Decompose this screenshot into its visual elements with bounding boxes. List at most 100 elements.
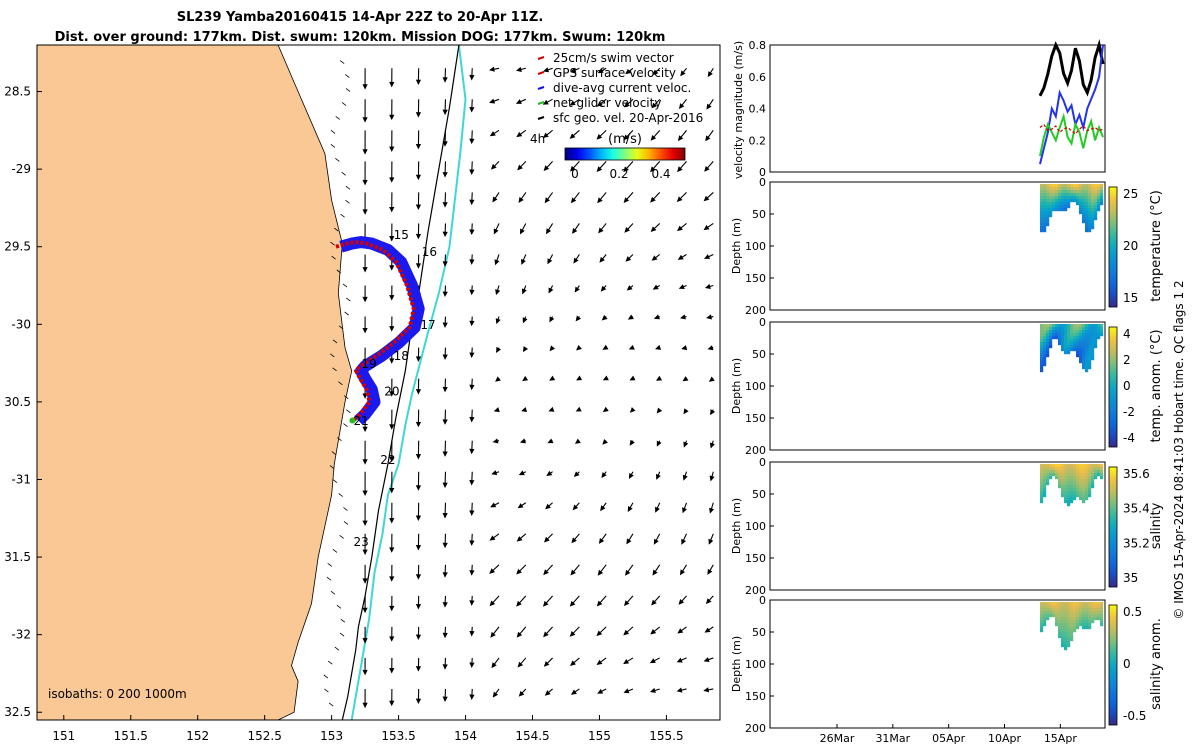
data-cell: [1091, 611, 1095, 615]
data-cell: [1067, 342, 1071, 346]
data-cell: [1055, 620, 1059, 624]
velocity-arrowhead: [678, 598, 685, 605]
coast-wiggle: [338, 325, 344, 330]
data-cell: [1085, 208, 1089, 212]
data-cell: [1082, 354, 1086, 358]
velocity-arrowhead: [703, 687, 710, 693]
velocity-arrowhead: [652, 284, 659, 290]
data-cell: [1043, 187, 1047, 191]
data-cell: [1082, 196, 1086, 200]
data-cell: [1070, 196, 1074, 200]
velocity-arrowhead: [682, 376, 689, 382]
velocity-arrowhead: [575, 315, 582, 322]
velocity-arrowhead: [655, 473, 661, 480]
data-cell: [1097, 336, 1101, 340]
data-cell: [1079, 488, 1083, 492]
velocity-arrowhead: [570, 569, 576, 576]
data-cell: [1085, 226, 1089, 230]
data-cell: [1067, 635, 1071, 639]
velocity-arrowhead: [680, 314, 686, 320]
data-cell: [1070, 479, 1074, 483]
day-marker-label: 20: [384, 385, 399, 399]
velocity-arrowhead: [442, 291, 448, 298]
velocity-panel: 0.8 0.6 0.4 0.2 0 velocity magnitude (m/s): [732, 39, 1106, 179]
colorbar-tick-label: 4: [1123, 327, 1131, 341]
colorbar-tick-label: 15: [1123, 291, 1138, 305]
data-cell: [1070, 611, 1074, 615]
velocity-arrowhead: [549, 316, 555, 323]
velocity-arrowhead: [676, 657, 683, 663]
velocity-arrowhead: [596, 630, 603, 637]
velocity-arrowhead: [682, 474, 688, 481]
data-cell: [1085, 324, 1089, 328]
data-cell: [1088, 626, 1092, 630]
data-cell: [1097, 190, 1101, 194]
data-cell: [1091, 339, 1095, 343]
velocity-arrowhead: [521, 258, 526, 265]
data-cell: [1067, 482, 1071, 486]
data-cell: [1061, 208, 1065, 212]
data-cell: [1043, 479, 1047, 483]
data-cell: [1043, 485, 1047, 489]
data-cell: [1055, 327, 1059, 331]
velocity-arrowhead: [415, 698, 422, 705]
velocity-arrowhead: [544, 690, 551, 696]
data-cell: [1079, 605, 1083, 609]
duration-label: 4h: [530, 132, 545, 146]
data-cell: [1070, 476, 1074, 480]
temp_anom-colorbar: [1108, 326, 1118, 448]
data-cell: [1070, 623, 1074, 627]
velocity-arrowhead: [362, 459, 368, 465]
data-cell: [1064, 632, 1068, 636]
velocity-arrowhead: [569, 133, 576, 139]
coast-wiggle: [345, 185, 351, 190]
data-cell: [1088, 473, 1092, 477]
data-cell: [1100, 617, 1104, 621]
data-cell: [1091, 223, 1095, 227]
data-cell: [1085, 357, 1089, 361]
legend-swatch: [537, 116, 545, 120]
data-cell: [1088, 363, 1092, 367]
data-cell: [1061, 330, 1065, 334]
data-cell: [1079, 497, 1083, 501]
data-cell: [1067, 351, 1071, 355]
velocity-arrowhead: [600, 285, 607, 292]
figure-title-line-1: SL239 Yamba20160415 14-Apr 22Z to 20-Apr…: [176, 10, 544, 25]
x-tick-label: 153: [320, 729, 343, 743]
data-cell: [1085, 351, 1089, 355]
velocity-arrowhead: [490, 163, 497, 170]
depth-ylabel: Depth (m): [730, 498, 743, 554]
velocity-arrowhead: [549, 375, 556, 381]
velocity-arrowhead: [362, 209, 368, 215]
data-cell: [1076, 605, 1080, 609]
data-cell: [1061, 205, 1065, 209]
data-cell: [1097, 199, 1101, 203]
velocity-arrowhead: [570, 67, 577, 73]
data-cell: [1079, 620, 1083, 624]
data-cell: [1073, 479, 1077, 483]
data-cell: [1049, 614, 1053, 618]
velocity-arrowhead: [703, 657, 710, 663]
data-cell: [1052, 184, 1056, 188]
data-cell: [1091, 336, 1095, 340]
data-cell: [1082, 345, 1086, 349]
data-cell: [1040, 602, 1044, 606]
velocity-arrowhead: [362, 490, 368, 497]
data-cell: [1070, 629, 1074, 633]
data-cell: [1079, 330, 1083, 334]
data-cell: [1097, 196, 1101, 200]
data-cell: [1058, 608, 1062, 612]
velocity-arrowhead: [573, 471, 580, 477]
velocity-arrowhead: [543, 661, 550, 667]
velocity-arrowhead: [650, 629, 657, 635]
data-cell: [1052, 470, 1056, 474]
velocity-arrowhead: [389, 146, 395, 153]
data-cell: [1094, 202, 1098, 206]
data-cell: [1061, 327, 1065, 331]
data-cell: [1046, 202, 1050, 206]
data-cell: [1043, 196, 1047, 200]
data-cell: [1046, 208, 1050, 212]
data-cell: [1058, 339, 1062, 343]
velocity-arrowhead: [415, 263, 422, 269]
data-cell: [1085, 333, 1089, 337]
